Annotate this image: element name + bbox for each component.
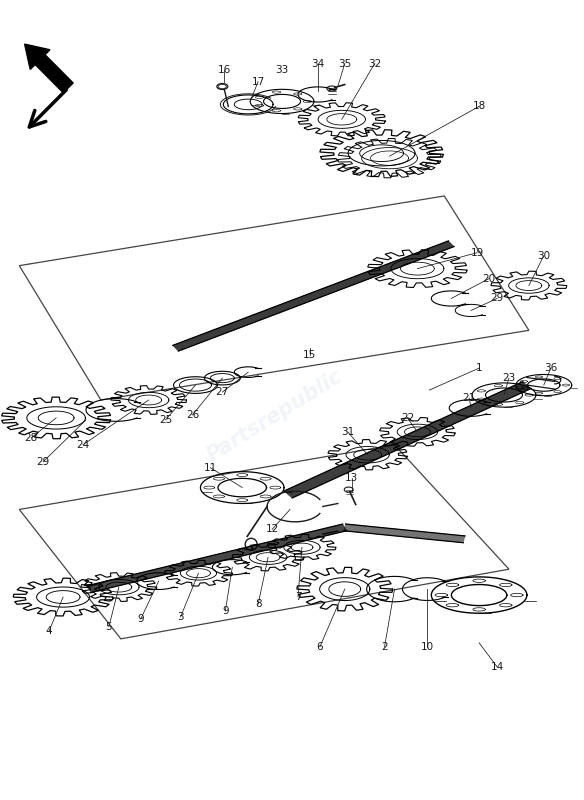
FancyArrow shape (25, 44, 73, 93)
Text: 24: 24 (77, 440, 89, 450)
Text: 19: 19 (471, 248, 484, 258)
Text: 35: 35 (338, 58, 352, 69)
Text: 14: 14 (491, 662, 503, 672)
Text: Partsrepublic: Partsrepublic (203, 366, 346, 466)
Text: 29: 29 (491, 294, 503, 303)
Text: 17: 17 (252, 77, 265, 86)
Text: 25: 25 (159, 415, 172, 425)
Text: 10: 10 (421, 642, 434, 652)
Text: 22: 22 (401, 413, 414, 423)
Text: 5: 5 (106, 622, 112, 632)
Text: 16: 16 (218, 65, 231, 74)
Text: 29: 29 (37, 457, 50, 466)
Text: 33: 33 (276, 65, 288, 74)
Text: 21: 21 (463, 393, 476, 403)
Text: 8: 8 (255, 599, 262, 609)
Text: 30: 30 (537, 250, 550, 261)
Text: 12: 12 (266, 524, 279, 534)
Text: 7: 7 (295, 592, 301, 602)
Text: 6: 6 (317, 642, 323, 652)
Text: 27: 27 (215, 387, 229, 397)
Text: 31: 31 (341, 427, 354, 437)
Text: 26: 26 (186, 410, 199, 420)
Text: 34: 34 (311, 58, 325, 69)
Text: 28: 28 (25, 433, 38, 443)
Text: 4: 4 (46, 626, 53, 636)
Text: 18: 18 (472, 102, 486, 111)
Text: 9: 9 (137, 614, 144, 624)
Text: 11: 11 (204, 462, 217, 473)
Text: 15: 15 (303, 350, 317, 360)
Text: 23: 23 (502, 373, 516, 383)
Text: 20: 20 (482, 274, 496, 283)
Text: 36: 36 (544, 363, 557, 373)
Text: 13: 13 (345, 473, 359, 482)
Text: 9: 9 (222, 606, 228, 616)
Text: 1: 1 (476, 363, 482, 373)
Text: 3: 3 (177, 612, 184, 622)
Text: 32: 32 (368, 58, 381, 69)
Text: 2: 2 (381, 642, 388, 652)
